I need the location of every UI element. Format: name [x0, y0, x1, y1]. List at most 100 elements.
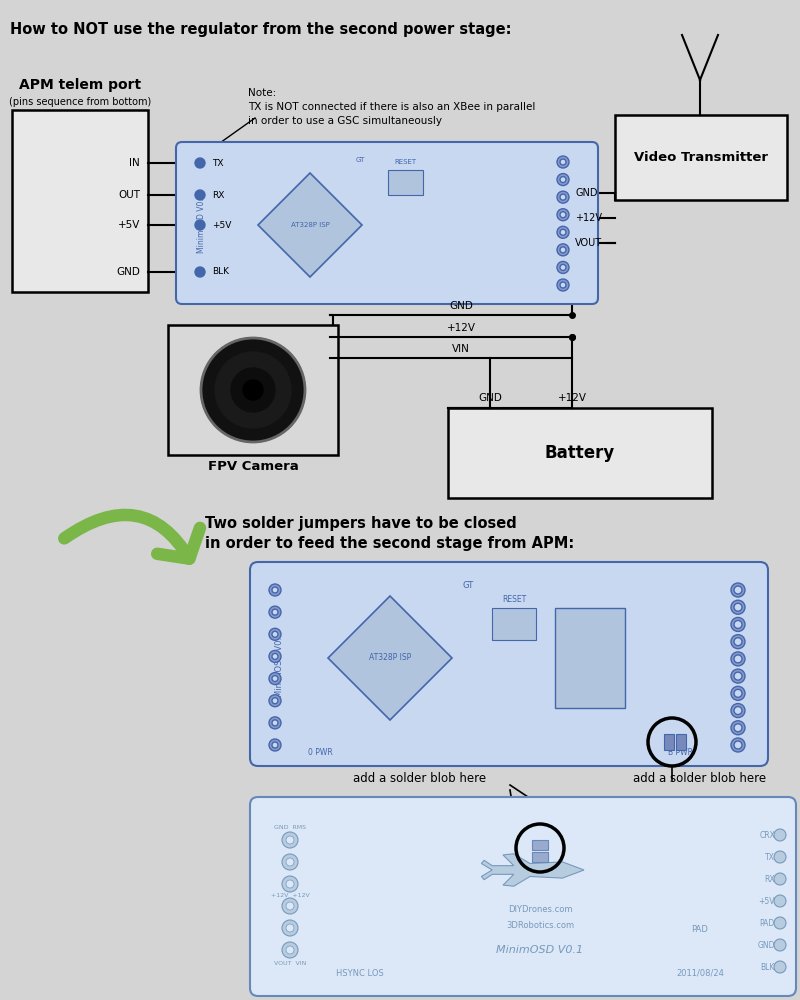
- FancyBboxPatch shape: [176, 142, 598, 304]
- Circle shape: [269, 628, 281, 640]
- Circle shape: [282, 920, 298, 936]
- Circle shape: [557, 279, 569, 291]
- Circle shape: [734, 586, 742, 594]
- Circle shape: [215, 352, 291, 428]
- Text: PAD: PAD: [760, 918, 775, 928]
- Bar: [448, 408, 712, 498]
- Circle shape: [272, 720, 278, 726]
- Circle shape: [286, 880, 294, 888]
- Text: BLK: BLK: [212, 267, 229, 276]
- Circle shape: [557, 209, 569, 221]
- Circle shape: [731, 635, 745, 649]
- Circle shape: [231, 368, 275, 412]
- Circle shape: [282, 898, 298, 914]
- Circle shape: [282, 854, 298, 870]
- Circle shape: [560, 194, 566, 200]
- Circle shape: [286, 902, 294, 910]
- Polygon shape: [482, 854, 584, 886]
- Bar: [388, 170, 423, 195]
- Circle shape: [731, 652, 745, 666]
- Circle shape: [731, 704, 745, 718]
- Circle shape: [201, 338, 305, 442]
- Circle shape: [557, 226, 569, 238]
- Circle shape: [731, 583, 745, 597]
- Text: 0 PWR: 0 PWR: [308, 748, 332, 757]
- Text: GND: GND: [758, 940, 775, 950]
- Text: +12V  +12V: +12V +12V: [270, 893, 310, 898]
- Circle shape: [560, 177, 566, 183]
- Text: GND: GND: [449, 301, 473, 311]
- Text: +5V: +5V: [118, 220, 140, 230]
- Text: Note:
TX is NOT connected if there is also an XBee in parallel
in order to use a: Note: TX is NOT connected if there is al…: [248, 88, 535, 126]
- Text: GT: GT: [462, 581, 474, 590]
- Bar: [532, 840, 548, 850]
- Text: TX: TX: [765, 852, 775, 861]
- Text: IN: IN: [130, 158, 140, 168]
- FancyArrowPatch shape: [64, 515, 200, 559]
- Circle shape: [560, 264, 566, 270]
- Text: VOUT  VIN: VOUT VIN: [274, 961, 306, 966]
- Circle shape: [734, 724, 742, 732]
- Text: TX: TX: [212, 158, 223, 167]
- Circle shape: [774, 829, 786, 841]
- Circle shape: [774, 895, 786, 907]
- Text: Battery: Battery: [545, 444, 615, 462]
- Text: VIN: VIN: [452, 344, 470, 354]
- Circle shape: [560, 247, 566, 253]
- Circle shape: [734, 672, 742, 680]
- Circle shape: [734, 655, 742, 663]
- Circle shape: [269, 584, 281, 596]
- Bar: [664, 734, 674, 750]
- Text: GND: GND: [575, 188, 598, 198]
- Text: AT328P ISP: AT328P ISP: [369, 654, 411, 662]
- Circle shape: [195, 267, 205, 277]
- Circle shape: [774, 917, 786, 929]
- FancyBboxPatch shape: [250, 562, 768, 766]
- Circle shape: [774, 961, 786, 973]
- Circle shape: [269, 695, 281, 707]
- Circle shape: [734, 603, 742, 611]
- FancyBboxPatch shape: [250, 797, 796, 996]
- Circle shape: [272, 698, 278, 704]
- Circle shape: [195, 190, 205, 200]
- Circle shape: [557, 156, 569, 168]
- Circle shape: [557, 244, 569, 256]
- Circle shape: [560, 229, 566, 235]
- Circle shape: [286, 924, 294, 932]
- Circle shape: [734, 689, 742, 697]
- Text: GND: GND: [116, 267, 140, 277]
- Circle shape: [282, 942, 298, 958]
- Text: GT: GT: [355, 157, 365, 163]
- Circle shape: [286, 836, 294, 844]
- Text: 2011/08/24: 2011/08/24: [676, 969, 724, 978]
- Circle shape: [286, 946, 294, 954]
- Text: PAD: PAD: [691, 926, 709, 934]
- Circle shape: [560, 159, 566, 165]
- Circle shape: [272, 653, 278, 659]
- Text: (pins sequence from bottom): (pins sequence from bottom): [9, 97, 151, 107]
- Circle shape: [734, 638, 742, 646]
- Text: HSYNC LOS: HSYNC LOS: [336, 969, 384, 978]
- Bar: [12, 110, 148, 292]
- Bar: [532, 852, 548, 862]
- Text: VOUT: VOUT: [575, 238, 602, 248]
- Text: +12V: +12V: [446, 323, 475, 333]
- Text: Video Transmitter: Video Transmitter: [634, 151, 768, 164]
- Circle shape: [734, 741, 742, 749]
- Circle shape: [272, 587, 278, 593]
- Circle shape: [195, 158, 205, 168]
- Bar: [555, 608, 625, 708]
- Circle shape: [731, 617, 745, 631]
- Text: B PWR: B PWR: [667, 748, 693, 757]
- Circle shape: [272, 676, 278, 682]
- Bar: [615, 115, 787, 200]
- Circle shape: [269, 739, 281, 751]
- Text: FPV Camera: FPV Camera: [208, 460, 298, 473]
- Text: BLK: BLK: [761, 962, 775, 972]
- Circle shape: [557, 191, 569, 203]
- Text: DIYDrones.com: DIYDrones.com: [508, 906, 572, 914]
- Circle shape: [269, 606, 281, 618]
- Circle shape: [272, 631, 278, 637]
- Text: OUT: OUT: [118, 190, 140, 200]
- Text: add a solder blob here: add a solder blob here: [634, 772, 766, 785]
